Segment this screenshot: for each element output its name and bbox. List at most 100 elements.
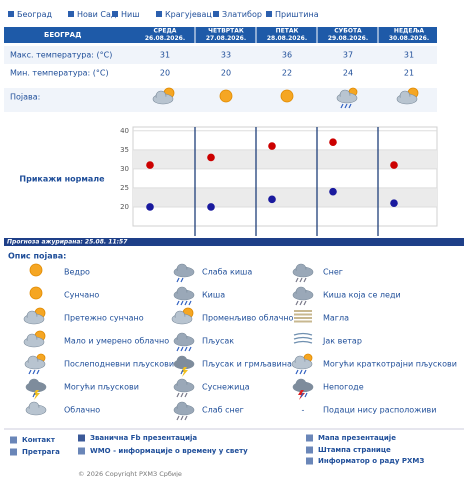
legend-title: Опис појава: [8,251,66,261]
drop-icon [299,369,303,375]
city-name: БЕОГРАД [44,31,81,39]
legend-label: Магла [323,314,349,323]
temp-value: 22 [282,69,292,78]
y-tick-label: 30 [120,165,129,173]
link-icon [306,434,313,442]
day-name: СРЕДА [154,28,177,35]
cloud-icon [293,361,311,369]
y-tick-label: 35 [120,146,129,154]
drop-icon [36,369,40,375]
legend-label: Могући пљускови [64,383,139,392]
wind-icon [293,332,313,336]
plot-bg [132,126,438,227]
day-date: 30.08.2026. [389,35,429,42]
drop-icon [299,300,303,306]
row-label: Макс. температура: (°C) [10,51,112,60]
row-label: Мин. температура: (°C) [10,69,109,78]
link-icon [10,448,17,456]
legend-label: Пљусак [202,337,234,346]
footer-link[interactable]: Информатор о раду РХМЗ [318,457,424,465]
cloud-icon [173,316,191,324]
drop-icon [176,277,180,283]
link-icon [306,457,313,465]
link-icon [10,436,17,444]
drop-icon [184,300,188,306]
cloud-icon [175,292,193,300]
sun-icon [219,89,233,103]
temp-value: 33 [221,51,231,60]
drop-icon [32,392,36,398]
drop-icon [180,415,184,421]
legend-symbol: - [302,406,305,415]
footer-link[interactable]: Претрага [22,448,60,456]
drop-icon [184,415,188,421]
cloud-icon [175,269,193,277]
nav-link[interactable]: Београд [17,10,52,19]
legend-label: Јак ветар [322,337,362,346]
normals-toggle[interactable]: Прикажи нормале [19,175,105,184]
link-icon [78,434,85,442]
cloud-icon [175,338,193,346]
nav-arrow [156,11,162,17]
header-bg [4,27,437,43]
drop-icon [188,300,192,306]
temp-value: 20 [221,69,231,78]
legend-label: Променљиво облачно [202,314,294,323]
cloud-icon [27,384,45,392]
day-name: ЧЕТВРТАК [208,28,244,35]
bolt-icon [181,367,188,377]
temp-value: 31 [160,51,170,60]
wind-icon [293,336,313,340]
temp-point [146,203,154,211]
drop-icon [340,103,344,109]
legend-label: Слаб снег [202,406,244,415]
footer-link[interactable]: Контакт [22,436,56,444]
link-icon [78,447,85,455]
drop-icon [180,369,184,375]
cloud-icon [294,269,312,277]
nav-link[interactable]: Нови Сад [77,10,117,19]
legend-label: Пљусак и грмљавина [202,360,292,369]
cloud-icon [175,407,193,415]
cloud-icon [154,96,172,104]
cloud-icon [25,339,43,347]
legend-label: Снег [323,268,343,277]
nav-link[interactable]: Златибор [222,10,262,19]
row-bg [4,88,437,112]
drop-icon [180,300,184,306]
drop-icon [32,369,36,375]
legend-label: Подаци нису расположиви [323,406,436,415]
drop-icon [299,277,303,283]
footer-link[interactable]: Штампа странице [318,446,391,454]
footer-link[interactable]: Званична Fb презентација [90,434,197,442]
footer-link[interactable]: WMO - информације о времену у свету [90,447,248,455]
legend-label: Киша [202,291,225,300]
drop-icon [176,415,180,421]
cloud-icon [294,384,312,392]
row-bg [4,64,437,82]
legend-label: Сунчано [64,291,99,300]
drop-icon [303,277,307,283]
copyright: © 2026 Copyright РХМЗ Србије [78,470,182,477]
temp-point [329,138,337,147]
day-name: НЕДЕЉА [394,28,424,35]
drop-icon [188,346,192,352]
footer-link[interactable]: Мапа презентације [318,434,396,442]
nav-link[interactable]: Ниш [121,10,140,19]
y-tick-label: 20 [120,203,129,211]
cloud-icon [294,292,312,300]
drop-icon [176,346,180,352]
day-date: 27.08.2026. [206,35,246,42]
temp-point [268,142,276,150]
drop-icon [180,346,184,352]
nav-link[interactable]: Крагујевац [165,10,212,19]
sun-icon [280,89,294,103]
y-tick-label: 40 [120,127,129,135]
legend-label: Киша која се леди [323,291,401,300]
nav-link[interactable]: Приштина [275,10,319,19]
y-tick-label: 25 [120,184,129,192]
temp-point [207,203,215,211]
temp-value: 36 [282,51,292,60]
drop-icon [28,369,32,375]
